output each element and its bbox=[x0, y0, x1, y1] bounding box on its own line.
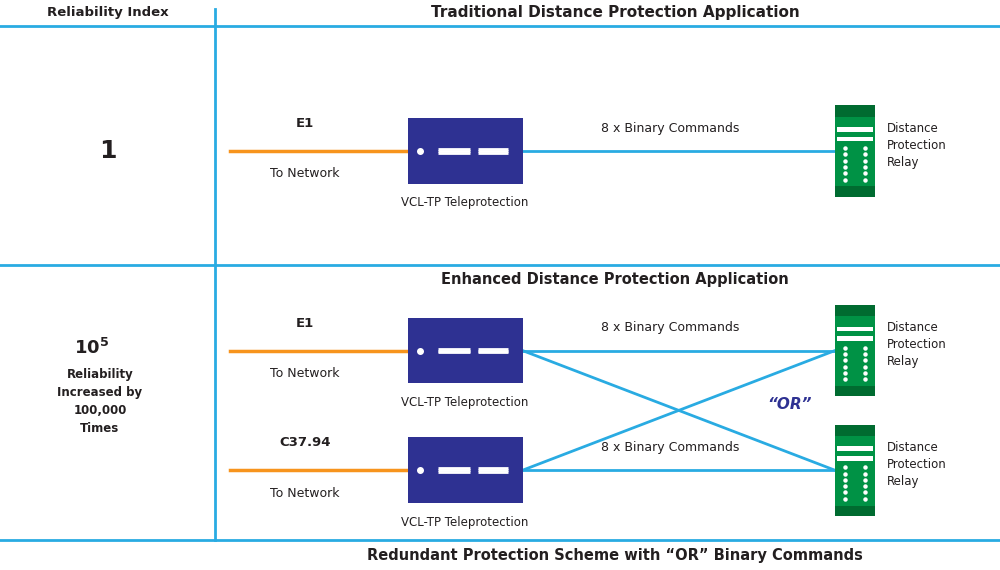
FancyBboxPatch shape bbox=[408, 119, 523, 184]
Text: E1: E1 bbox=[296, 317, 314, 329]
FancyBboxPatch shape bbox=[835, 425, 875, 516]
FancyBboxPatch shape bbox=[835, 105, 875, 197]
FancyBboxPatch shape bbox=[837, 327, 873, 331]
FancyBboxPatch shape bbox=[835, 386, 875, 396]
Text: To Network: To Network bbox=[270, 168, 340, 180]
Text: To Network: To Network bbox=[270, 487, 340, 499]
Text: To Network: To Network bbox=[270, 367, 340, 380]
Text: Reliability Index: Reliability Index bbox=[47, 6, 169, 19]
FancyBboxPatch shape bbox=[837, 127, 873, 132]
Text: 1: 1 bbox=[99, 139, 117, 163]
Text: Enhanced Distance Protection Application: Enhanced Distance Protection Application bbox=[441, 272, 789, 287]
Text: Distance
Protection
Relay: Distance Protection Relay bbox=[887, 122, 947, 169]
Text: 8 x Binary Commands: 8 x Binary Commands bbox=[601, 321, 739, 334]
FancyBboxPatch shape bbox=[837, 137, 873, 141]
Text: Reliability
Increased by
100,000
Times: Reliability Increased by 100,000 Times bbox=[57, 368, 143, 435]
Text: VCL-TP Teleprotection: VCL-TP Teleprotection bbox=[401, 515, 529, 528]
Text: Redundant Protection Scheme with “OR” Binary Commands: Redundant Protection Scheme with “OR” Bi… bbox=[367, 548, 863, 563]
Text: Distance
Protection
Relay: Distance Protection Relay bbox=[887, 441, 947, 488]
Text: E1: E1 bbox=[296, 117, 314, 130]
Text: 8 x Binary Commands: 8 x Binary Commands bbox=[601, 441, 739, 454]
Text: VCL-TP Teleprotection: VCL-TP Teleprotection bbox=[401, 196, 529, 209]
Text: Traditional Distance Protection Application: Traditional Distance Protection Applicat… bbox=[431, 5, 799, 20]
Text: VCL-TP Teleprotection: VCL-TP Teleprotection bbox=[401, 396, 529, 409]
FancyBboxPatch shape bbox=[408, 318, 523, 383]
Text: Distance
Protection
Relay: Distance Protection Relay bbox=[887, 321, 947, 368]
FancyBboxPatch shape bbox=[408, 438, 523, 503]
Text: 8 x Binary Commands: 8 x Binary Commands bbox=[601, 122, 739, 135]
FancyBboxPatch shape bbox=[835, 506, 875, 516]
FancyBboxPatch shape bbox=[835, 186, 875, 197]
Text: “OR”: “OR” bbox=[768, 397, 812, 412]
FancyBboxPatch shape bbox=[837, 336, 873, 341]
FancyBboxPatch shape bbox=[837, 456, 873, 461]
FancyBboxPatch shape bbox=[835, 425, 875, 436]
FancyBboxPatch shape bbox=[835, 105, 875, 117]
FancyBboxPatch shape bbox=[835, 305, 875, 316]
Text: $\mathbf{10^5}$: $\mathbf{10^5}$ bbox=[74, 337, 110, 358]
FancyBboxPatch shape bbox=[835, 305, 875, 396]
Text: C37.94: C37.94 bbox=[279, 437, 331, 449]
FancyBboxPatch shape bbox=[837, 446, 873, 451]
